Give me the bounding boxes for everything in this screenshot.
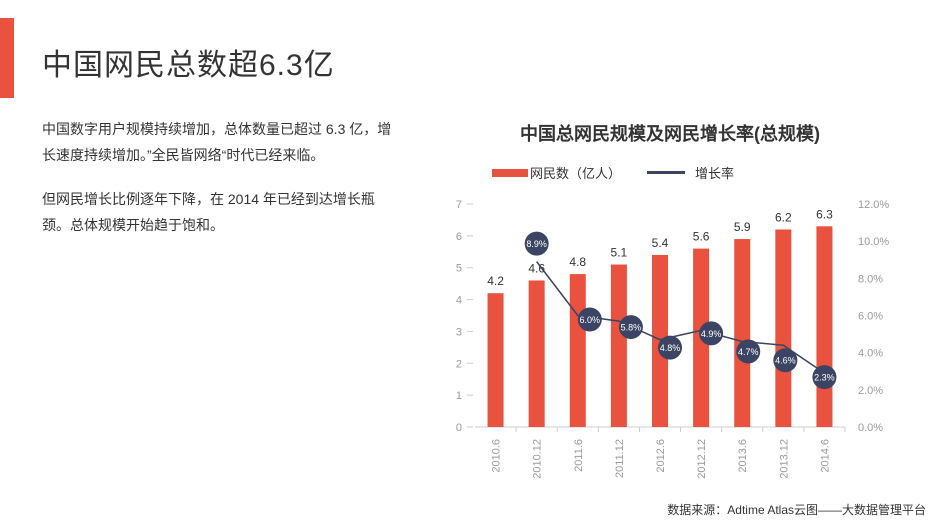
legend-label-line: 增长率 bbox=[695, 166, 735, 181]
x-axis-tick-label: 2012.6 bbox=[655, 439, 667, 473]
bar-value-label: 5.4 bbox=[652, 236, 669, 250]
growth-rate-marker bbox=[699, 321, 724, 346]
right-axis-tick-label: 4.0% bbox=[858, 348, 883, 360]
growth-rate-label: 6.0% bbox=[580, 315, 601, 325]
right-axis-tick-label: 10.0% bbox=[858, 236, 889, 248]
bar-value-label: 5.9 bbox=[734, 220, 751, 234]
growth-rate-label: 8.9% bbox=[526, 239, 547, 249]
left-axis-tick-label: 4 bbox=[456, 295, 462, 307]
left-axis-tick-label: 6 bbox=[456, 231, 462, 243]
left-axis-tick-label: 3 bbox=[456, 326, 462, 338]
description-text-2: 但网民增长比例逐年下降，在 2014 年已经到达增长瓶颈。总体规模开始趋于饱和。 bbox=[42, 191, 375, 233]
chart-title: 中国总网民规模及网民增长率(总规模) bbox=[520, 124, 820, 144]
bar-value-label: 5.6 bbox=[693, 230, 710, 244]
bar-value-label: 4.6 bbox=[528, 261, 545, 275]
bar-value-label: 5.1 bbox=[611, 246, 628, 260]
bar bbox=[775, 229, 792, 427]
growth-rate-label: 5.8% bbox=[621, 323, 642, 333]
bar bbox=[610, 264, 627, 427]
left-axis-tick-label: 7 bbox=[456, 199, 462, 211]
bar bbox=[528, 280, 545, 427]
page-title: 中国网民总数超6.3亿 bbox=[42, 49, 335, 82]
legend-label-bars: 网民数（亿人） bbox=[530, 166, 622, 181]
x-axis-tick-label: 2010.12 bbox=[532, 439, 544, 479]
growth-rate-marker bbox=[618, 315, 643, 340]
bar-value-label: 6.3 bbox=[816, 207, 833, 221]
combo-chart: 0 1 2 3 4 5 6 7 0.0% 2.0% 4.0% 6.0% 8.0% 10.0% 12.0% 4.… bbox=[456, 199, 890, 479]
bar bbox=[569, 274, 586, 427]
growth-rate-label: 2.3% bbox=[814, 373, 835, 383]
left-axis-tick-label: 5 bbox=[456, 263, 462, 275]
bar bbox=[734, 239, 751, 427]
x-axis-tick-label: 2013.12 bbox=[778, 439, 790, 479]
growth-rate-label: 4.7% bbox=[738, 347, 759, 357]
description-paragraph-1: 中国数字用户规模持续增加，总体数量已超过 6.3 亿，增长速度持续增加。”全民皆… bbox=[42, 116, 402, 168]
bar bbox=[816, 226, 833, 427]
growth-rate-marker bbox=[773, 348, 798, 373]
left-axis-tick-label: 0 bbox=[456, 422, 462, 434]
legend-item-line: 增长率 bbox=[647, 163, 734, 182]
legend-item-bars: 网民数（亿人） bbox=[492, 163, 621, 182]
right-axis-tick-label: 2.0% bbox=[858, 385, 883, 397]
growth-rate-marker bbox=[736, 339, 761, 364]
x-axis-tick-label: 2011.12 bbox=[614, 439, 626, 478]
bar bbox=[487, 293, 504, 427]
chart-legend: 网民数（亿人） 增长率 bbox=[492, 163, 760, 182]
bar-value-label: 4.2 bbox=[487, 274, 504, 288]
x-axis-tick-label: 2012.12 bbox=[696, 439, 708, 479]
growth-rate-marker bbox=[577, 307, 602, 332]
right-axis-tick-label: 12.0% bbox=[858, 199, 889, 211]
legend-line-swatch bbox=[647, 171, 686, 174]
growth-rate-marker bbox=[524, 231, 549, 256]
legend-bar-swatch bbox=[492, 168, 528, 177]
growth-rate-label: 4.8% bbox=[660, 343, 681, 353]
description-text-1: 中国数字用户规模持续增加，总体数量已超过 6.3 亿，增长速度持续增加。”全民皆… bbox=[42, 121, 392, 163]
x-axis-tick-label: 2013.6 bbox=[737, 439, 749, 473]
description-paragraph-2: 但网民增长比例逐年下降，在 2014 年已经到达增长瓶颈。总体规模开始趋于饱和。 bbox=[42, 186, 402, 238]
bar-value-label: 6.2 bbox=[775, 210, 792, 224]
growth-rate-label: 4.6% bbox=[775, 356, 796, 366]
bar bbox=[652, 254, 668, 427]
left-axis-tick-label: 1 bbox=[456, 390, 462, 402]
x-axis-tick-label: 2014.6 bbox=[819, 439, 831, 473]
bar-value-label: 4.8 bbox=[569, 255, 586, 269]
x-axis-tick-label: 2011.6 bbox=[573, 439, 585, 472]
left-axis-tick-label: 2 bbox=[456, 358, 462, 370]
right-axis-tick-label: 0.0% bbox=[858, 422, 883, 434]
growth-rate-label: 4.9% bbox=[701, 329, 722, 339]
growth-rate-marker bbox=[658, 335, 682, 360]
right-axis-tick-label: 6.0% bbox=[858, 311, 883, 323]
growth-rate-marker bbox=[812, 365, 837, 390]
x-axis-tick-label: 2010.6 bbox=[491, 439, 503, 473]
right-axis-tick-label: 8.0% bbox=[858, 273, 883, 285]
data-source-note: 数据来源：Adtime Atlas云图——大数据管理平台 bbox=[667, 503, 926, 517]
title-accent-bar bbox=[0, 18, 14, 98]
